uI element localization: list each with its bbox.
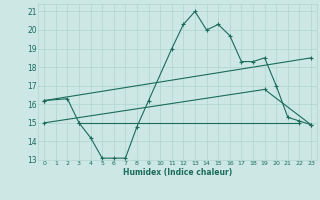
X-axis label: Humidex (Indice chaleur): Humidex (Indice chaleur) xyxy=(123,168,232,177)
